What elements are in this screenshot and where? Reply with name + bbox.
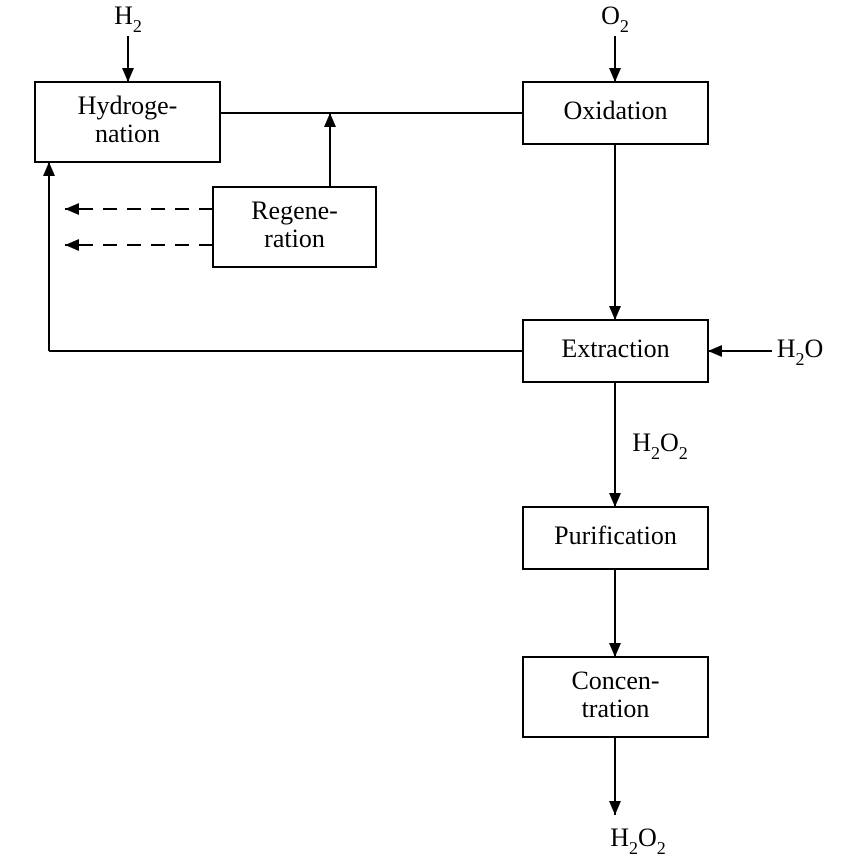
arrow-head xyxy=(65,203,79,215)
label-h2o2-mid: H2O2 xyxy=(632,428,688,463)
node-extraction-label: Extraction xyxy=(561,334,669,363)
arrow-head xyxy=(65,239,79,251)
node-concentration-label: tration xyxy=(582,694,650,723)
node-oxidation-label: Oxidation xyxy=(564,96,668,125)
label-o2-in: O2 xyxy=(601,1,629,36)
label-h2o2-out: H2O2 xyxy=(610,823,666,858)
label-h2-in: H2 xyxy=(114,1,142,36)
arrow-head xyxy=(324,113,336,127)
node-concentration-label: Concen- xyxy=(571,666,659,695)
node-regeneration-label: Regene- xyxy=(251,196,338,225)
label-h2o-in: H2O xyxy=(777,334,824,369)
arrow-head xyxy=(708,345,722,357)
node-purification-label: Purification xyxy=(554,521,677,550)
node-hydrogenation-label: nation xyxy=(95,119,160,148)
arrow-head xyxy=(122,68,134,82)
process-flowchart: Hydroge-nation Oxidation Regene-ration Extr… xyxy=(0,0,848,865)
arrow-head xyxy=(609,306,621,320)
arrow-head xyxy=(609,68,621,82)
arrow-head xyxy=(609,801,621,815)
node-regeneration-label: ration xyxy=(264,224,325,253)
arrow-head xyxy=(609,643,621,657)
arrow-head xyxy=(609,493,621,507)
arrow-head xyxy=(43,162,55,176)
node-hydrogenation-label: Hydroge- xyxy=(78,91,178,120)
